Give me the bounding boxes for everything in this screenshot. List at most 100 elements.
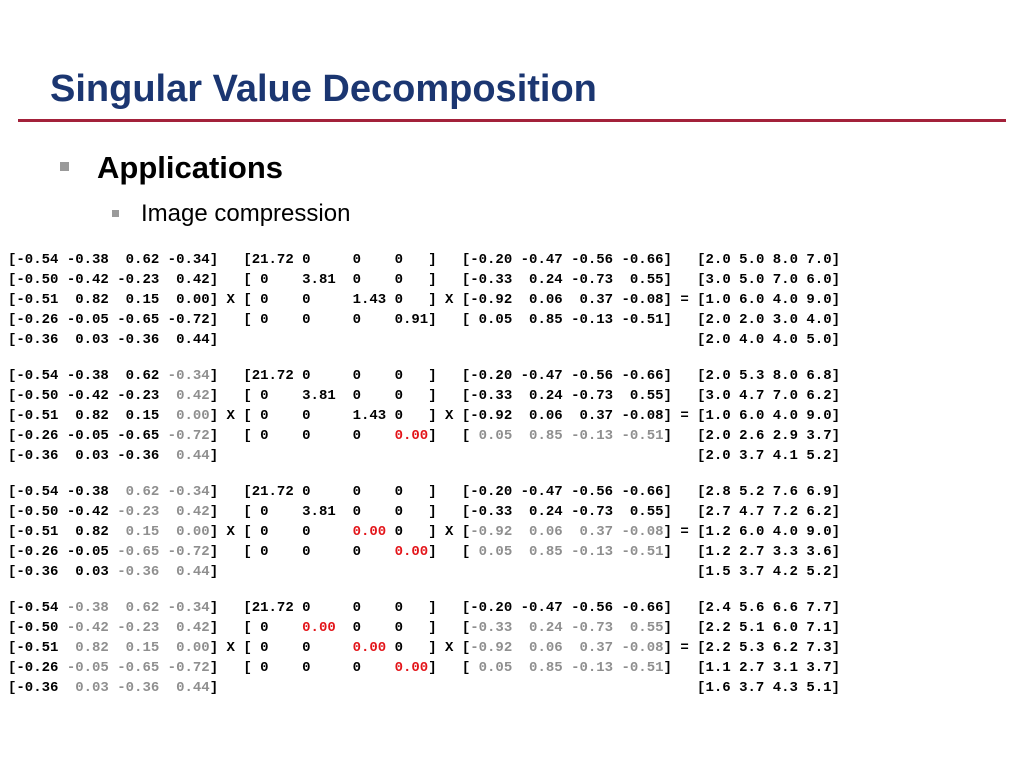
u-matrix-cell: 0.03 <box>66 680 109 696</box>
vt-matrix-cell: -0.20 <box>470 484 513 500</box>
svd-matrix-blocks: [-0.54 -0.38 0.62 -0.34] [21.72 0 0 0 ] … <box>8 250 1018 714</box>
result-matrix-cell: 3.0 <box>705 272 731 288</box>
sigma-matrix-cell: 0 <box>394 524 429 540</box>
sigma-matrix-cell: 0 <box>302 640 345 656</box>
u-matrix-cell: 0.82 <box>66 408 109 424</box>
result-matrix-cell: 6.8 <box>806 368 832 384</box>
sigma-matrix-cell: 0.00 <box>352 524 387 540</box>
svd-block: [-0.54 -0.38 0.62 -0.34] [21.72 0 0 0 ] … <box>8 366 1018 466</box>
sigma-matrix-cell: 0 <box>394 368 429 384</box>
sigma-matrix-cell: 0 <box>251 660 294 676</box>
u-matrix-cell: -0.54 <box>16 484 59 500</box>
result-matrix-cell: 6.0 <box>772 620 798 636</box>
u-matrix-cell: -0.26 <box>16 312 59 328</box>
equals-operator: = <box>680 524 689 540</box>
matrix-row: [-0.26 -0.05 -0.65 -0.72] [ 0 0 0 0.00] … <box>8 428 841 444</box>
vt-matrix-cell: -0.92 <box>470 292 513 308</box>
vt-matrix-cell: 0.85 <box>520 312 563 328</box>
sigma-matrix-cell: 0 <box>352 484 387 500</box>
matrix-row: [-0.54 -0.38 0.62 -0.34] [21.72 0 0 0 ] … <box>8 252 841 268</box>
page-title: Singular Value Decomposition <box>50 68 597 110</box>
u-matrix-cell: 0.15 <box>117 640 160 656</box>
sigma-matrix-cell: 0 <box>302 368 345 384</box>
matrix-row: [-0.54 -0.38 0.62 -0.34] [21.72 0 0 0 ] … <box>8 484 841 500</box>
u-matrix-cell: -0.72 <box>167 544 210 560</box>
sigma-matrix-cell: 0 <box>394 388 429 404</box>
vt-matrix-cell: -0.56 <box>571 600 614 616</box>
vt-matrix-cell: 0.37 <box>571 292 614 308</box>
matrix-row: [-0.51 0.82 0.15 0.00] X [ 0 0 0.00 0 ] … <box>8 524 841 540</box>
u-matrix-cell: 0.03 <box>66 332 109 348</box>
vt-matrix-cell: 0.55 <box>621 504 664 520</box>
sigma-matrix-cell: 0 <box>251 408 294 424</box>
result-matrix-cell: 1.0 <box>705 292 731 308</box>
result-matrix-cell: 3.7 <box>806 660 832 676</box>
u-matrix-cell: -0.26 <box>16 428 59 444</box>
result-matrix-cell: 3.1 <box>772 660 798 676</box>
u-matrix-cell: -0.72 <box>167 428 210 444</box>
result-matrix-cell: 4.0 <box>772 524 798 540</box>
sigma-matrix-cell: 0 <box>251 428 294 444</box>
sigma-matrix-cell: 0 <box>251 524 294 540</box>
u-matrix-cell: -0.50 <box>16 388 59 404</box>
u-matrix-cell: -0.50 <box>16 504 59 520</box>
vt-matrix-cell: -0.08 <box>621 408 664 424</box>
result-matrix-cell: 3.7 <box>739 564 765 580</box>
matrix-row: [-0.26 -0.05 -0.65 -0.72] [ 0 0 0 0.91] … <box>8 312 841 328</box>
vt-matrix-cell: -0.13 <box>571 660 614 676</box>
vt-matrix-cell: -0.56 <box>571 252 614 268</box>
vt-matrix-cell: -0.66 <box>621 368 664 384</box>
result-matrix-cell: 3.0 <box>772 312 798 328</box>
u-matrix-cell: -0.42 <box>66 504 109 520</box>
u-matrix-cell: -0.23 <box>117 388 160 404</box>
bullet-image-compression: Image compression <box>112 200 350 228</box>
vt-matrix-cell: -0.47 <box>520 600 563 616</box>
u-matrix-cell: -0.72 <box>167 312 210 328</box>
result-matrix-cell: 2.0 <box>705 368 731 384</box>
vt-matrix-cell: -0.20 <box>470 252 513 268</box>
result-matrix-cell: 6.0 <box>739 524 765 540</box>
matrix-row: [-0.50 -0.42 -0.23 0.42] [ 0 3.81 0 0 ] … <box>8 504 841 520</box>
result-matrix-cell: 2.0 <box>705 252 731 268</box>
result-matrix-cell: 6.0 <box>739 292 765 308</box>
sigma-matrix-cell: 0 <box>394 640 429 656</box>
result-matrix-cell: 6.2 <box>806 388 832 404</box>
vt-matrix-cell: 0.06 <box>520 640 563 656</box>
result-matrix-cell: 4.0 <box>739 332 765 348</box>
sigma-matrix-cell: 0 <box>394 292 429 308</box>
square-bullet-icon <box>60 161 69 171</box>
result-matrix-cell: 9.0 <box>806 292 832 308</box>
u-matrix-cell: 0.42 <box>167 620 210 636</box>
vt-matrix-cell: 0.85 <box>520 660 563 676</box>
result-matrix-cell: 3.7 <box>739 448 765 464</box>
result-matrix-cell: 7.6 <box>772 484 798 500</box>
sigma-matrix-cell: 0 <box>302 660 345 676</box>
u-matrix-cell: -0.54 <box>16 368 59 384</box>
u-matrix-cell: -0.65 <box>117 428 160 444</box>
u-matrix-cell: -0.54 <box>16 252 59 268</box>
u-matrix-cell: 0.62 <box>117 484 160 500</box>
result-matrix-cell: 2.9 <box>772 428 798 444</box>
result-matrix-cell: 4.7 <box>739 388 765 404</box>
sigma-matrix-cell: 0 <box>352 660 387 676</box>
vt-matrix-cell: 0.85 <box>520 544 563 560</box>
sigma-matrix-cell: 0 <box>394 272 429 288</box>
u-matrix-cell: -0.23 <box>117 504 160 520</box>
result-matrix-cell: 4.0 <box>806 312 832 328</box>
svd-block: [-0.54 -0.38 0.62 -0.34] [21.72 0 0 0 ] … <box>8 482 1018 582</box>
result-matrix-cell: 9.0 <box>806 408 832 424</box>
matrix-row: [-0.54 -0.38 0.62 -0.34] [21.72 0 0 0 ] … <box>8 368 841 384</box>
u-matrix-cell: -0.36 <box>117 448 160 464</box>
u-matrix-cell: 0.15 <box>117 408 160 424</box>
result-matrix-cell: 7.2 <box>772 504 798 520</box>
u-matrix-cell: 0.00 <box>167 408 210 424</box>
matrix-row: [-0.51 0.82 0.15 0.00] X [ 0 0 0.00 0 ] … <box>8 640 841 656</box>
u-matrix-cell: 0.15 <box>117 524 160 540</box>
multiply-operator: X <box>445 292 454 308</box>
bullet-text: Image compression <box>141 200 351 227</box>
result-matrix-cell: 6.9 <box>806 484 832 500</box>
matrix-row: [-0.50 -0.42 -0.23 0.42] [ 0 0.00 0 0 ] … <box>8 620 841 636</box>
sigma-matrix-cell: 0 <box>251 312 294 328</box>
vt-matrix-cell: 0.05 <box>470 544 513 560</box>
vt-matrix-cell: 0.37 <box>571 408 614 424</box>
